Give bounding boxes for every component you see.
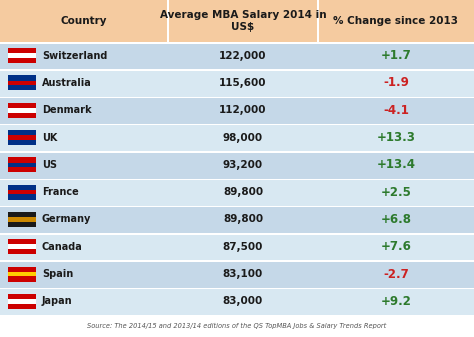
Text: 98,000: 98,000 [223, 132, 263, 143]
Bar [0, 262, 474, 288]
Text: Canada: Canada [42, 242, 83, 252]
Bar [0, 0, 474, 42]
Text: Country: Country [61, 16, 107, 26]
Text: % Change since 2013: % Change since 2013 [334, 16, 458, 26]
Text: 83,100: 83,100 [223, 269, 263, 279]
Text: +13.4: +13.4 [376, 158, 416, 171]
Bar [8, 108, 36, 113]
Text: 89,800: 89,800 [223, 187, 263, 197]
Text: 89,800: 89,800 [223, 214, 263, 224]
Bar [0, 43, 474, 69]
Text: 122,000: 122,000 [219, 51, 267, 61]
Text: Denmark: Denmark [42, 105, 91, 115]
Bar [0, 153, 474, 179]
Text: 112,000: 112,000 [219, 105, 267, 115]
Bar [8, 130, 36, 145]
Bar [8, 81, 36, 85]
Text: UK: UK [42, 132, 57, 143]
Text: Australia: Australia [42, 78, 92, 88]
Text: Spain: Spain [42, 269, 73, 279]
Text: Source: The 2014/15 and 2013/14 editions of the QS TopMBA Jobs & Salary Trends R: Source: The 2014/15 and 2013/14 editions… [87, 323, 387, 329]
Bar [8, 217, 36, 222]
Bar [8, 135, 36, 140]
Text: +1.7: +1.7 [381, 49, 411, 62]
Text: +9.2: +9.2 [381, 295, 411, 308]
Bar [8, 162, 36, 167]
Bar [167, 0, 169, 42]
Bar [0, 235, 474, 261]
Text: US: US [42, 160, 57, 170]
Bar [0, 125, 474, 151]
Text: +13.3: +13.3 [376, 131, 415, 144]
Bar [8, 53, 36, 58]
Bar [0, 98, 474, 124]
Text: France: France [42, 187, 79, 197]
Bar [8, 75, 36, 90]
Bar [0, 207, 474, 233]
Bar [8, 103, 36, 118]
Text: Switzerland: Switzerland [42, 51, 108, 61]
Text: -2.7: -2.7 [383, 268, 409, 280]
Bar [8, 212, 36, 227]
Text: 87,500: 87,500 [223, 242, 263, 252]
Bar [8, 157, 36, 172]
Bar [8, 190, 36, 194]
Bar [8, 272, 36, 276]
Text: Average MBA Salary 2014 in
US$: Average MBA Salary 2014 in US$ [160, 10, 326, 32]
Text: 115,600: 115,600 [219, 78, 267, 88]
Bar [8, 245, 36, 249]
Bar [8, 267, 36, 281]
Bar [0, 180, 474, 206]
Bar [0, 71, 474, 97]
Text: +7.6: +7.6 [381, 240, 411, 253]
Bar [8, 185, 36, 200]
Text: +2.5: +2.5 [381, 186, 411, 198]
Text: +6.8: +6.8 [381, 213, 411, 226]
Bar [8, 239, 36, 254]
Text: 83,000: 83,000 [223, 296, 263, 306]
Text: Japan: Japan [42, 296, 73, 306]
Bar [8, 299, 36, 304]
Text: 93,200: 93,200 [223, 160, 263, 170]
Bar [317, 0, 319, 42]
Text: -1.9: -1.9 [383, 76, 409, 89]
Text: Germany: Germany [42, 214, 91, 224]
Bar [8, 294, 36, 309]
Bar [8, 48, 36, 63]
Text: -4.1: -4.1 [383, 104, 409, 117]
Bar [0, 289, 474, 315]
